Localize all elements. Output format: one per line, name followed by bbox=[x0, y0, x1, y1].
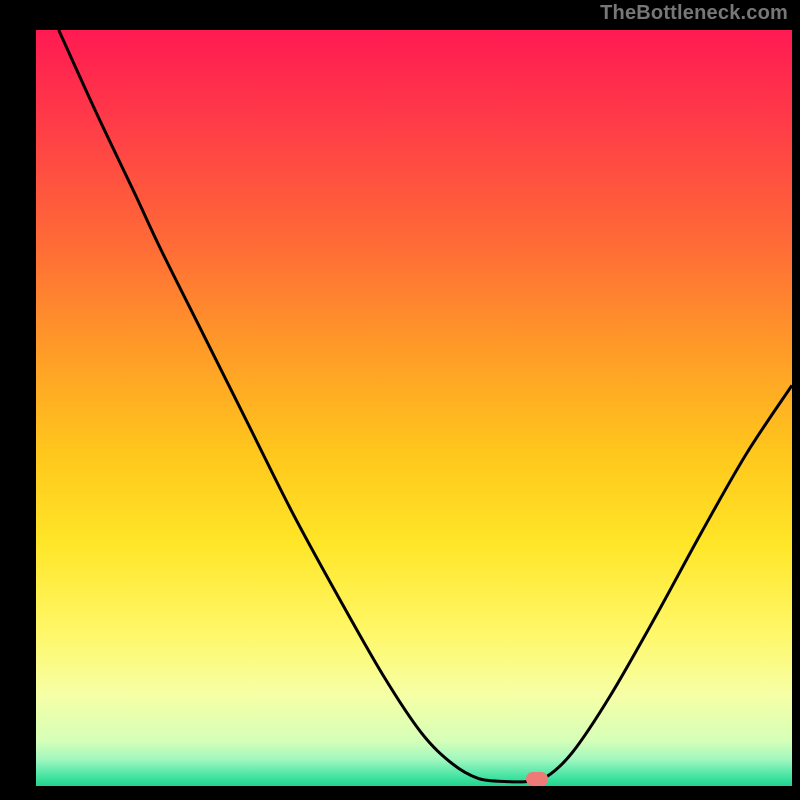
chart-frame: TheBottleneck.com bbox=[0, 0, 800, 800]
gradient-background bbox=[36, 30, 792, 786]
plot-area bbox=[36, 30, 792, 786]
watermark-text: TheBottleneck.com bbox=[600, 2, 788, 25]
bottleneck-chart-svg bbox=[36, 30, 792, 786]
